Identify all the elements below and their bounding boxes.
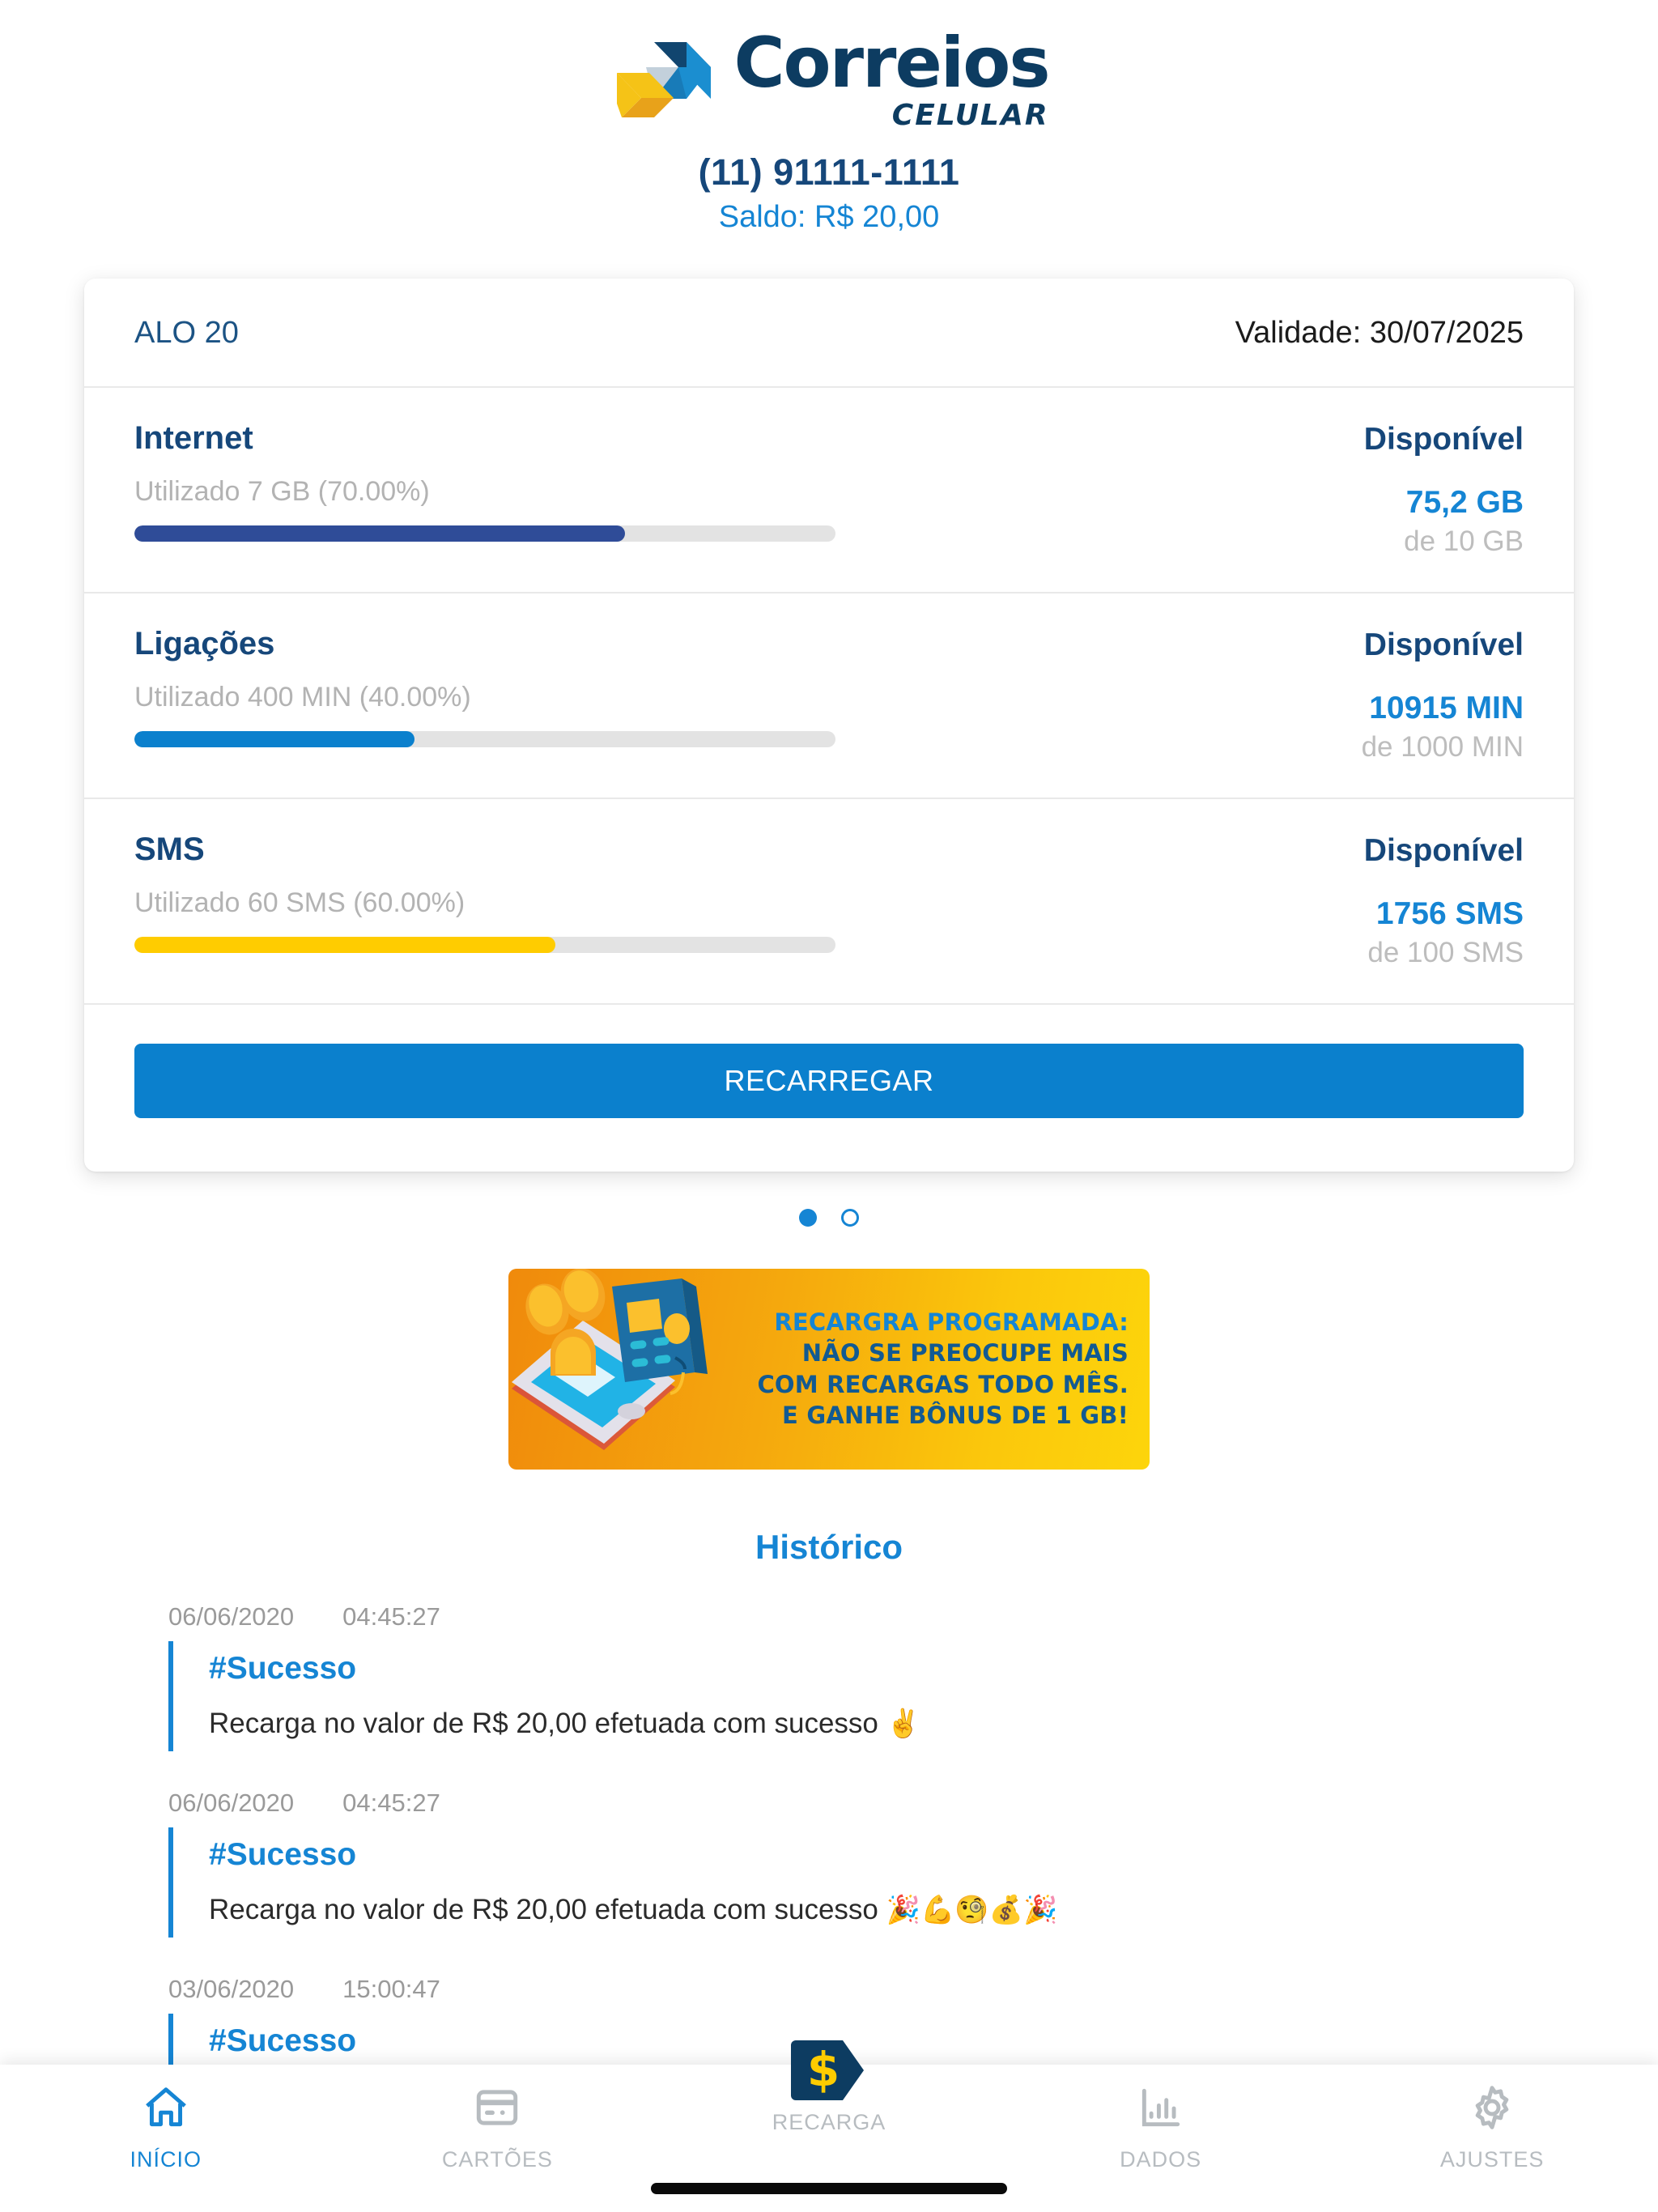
carousel-dot-1[interactable] — [799, 1208, 817, 1227]
usage-right: Disponível 75,2 GB de 10 GB — [1364, 420, 1524, 558]
carousel-dots — [0, 1208, 1658, 1227]
promo-line: COM RECARGAS TODO MÊS. — [757, 1370, 1129, 1398]
usage-progress-fill — [134, 525, 626, 542]
promo-banner-text: RECARGRA PROGRAMADA: NÃO SE PREOCUPE MAIS… — [719, 1307, 1150, 1431]
validity-label: Validade: — [1235, 315, 1362, 350]
history-message: Recarga no valor de R$ 20,00 efetuada co… — [209, 1708, 1658, 1740]
balance-text: Saldo: R$ 20,00 — [718, 199, 940, 234]
tab-cartes[interactable]: CARTÕES — [332, 2081, 664, 2172]
history-message-text: Recarga no valor de R$ 20,00 efetuada co… — [209, 1893, 878, 1925]
usage-right: Disponível 1756 SMS de 100 SMS — [1364, 832, 1524, 969]
available-value: 1756 SMS — [1375, 895, 1524, 931]
brand-logo: Correios CELULAR — [609, 23, 1051, 132]
app-header: Correios CELULAR (11) 91111-1111 Saldo: … — [0, 0, 1658, 235]
tab-label: INÍCIO — [130, 2147, 202, 2172]
usage-used-text: Utilizado 400 MIN (40.00%) — [134, 681, 471, 713]
history-body: #Sucesso Recarga no valor de R$ 20,00 efe… — [168, 1640, 1658, 1751]
available-total: de 1000 MIN — [1361, 730, 1524, 763]
plan-card-header: ALO 20 Validade: 30/07/2025 — [84, 279, 1574, 388]
phone-number: (11) 91111-1111 — [698, 151, 960, 193]
history-tag: #Sucesso — [209, 2023, 357, 2058]
history-emoji: ✌️ — [886, 1707, 920, 1740]
history-date: 03/06/2020 — [168, 1974, 295, 2003]
carousel-dot-2[interactable] — [841, 1208, 859, 1227]
history-body: #Sucesso Recarga no valor de R$ 20,00 efe… — [168, 1827, 1658, 1938]
plan-validity: Validade: 30/07/2025 — [1235, 316, 1524, 351]
history-meta: 06/06/2020 04:45:27 — [168, 1789, 1658, 1818]
brand-wordmark: Correios CELULAR — [733, 23, 1050, 132]
home-indicator — [651, 2183, 1007, 2194]
promo-banner-wrap: RECARGRA PROGRAMADA: NÃO SE PREOCUPE MAIS… — [0, 1268, 1658, 1470]
usage-progress-fill — [134, 730, 415, 747]
history-tag: #Sucesso — [209, 1650, 357, 1686]
history-item[interactable]: 06/06/2020 04:45:27 #Sucesso Recarga no val… — [168, 1789, 1658, 1938]
plan-name: ALO 20 — [134, 315, 239, 350]
history-tag: #Sucesso — [209, 1836, 357, 1872]
tab-incio[interactable]: INÍCIO — [0, 2081, 332, 2172]
available-total: de 10 GB — [1404, 525, 1524, 557]
brand-subtitle: CELULAR — [891, 98, 1049, 132]
bar-chart-icon — [1136, 2081, 1186, 2134]
plan-card: ALO 20 Validade: 30/07/2025 Internet Util… — [84, 278, 1574, 1172]
usage-left: Ligações Utilizado 400 MIN (40.00%) — [134, 626, 996, 747]
recharge-button-wrap: RECARREGAR — [84, 1005, 1574, 1172]
validity-date: 30/07/2025 — [1369, 315, 1524, 350]
history-date: 06/06/2020 — [168, 1602, 295, 1631]
promo-line: NÃO SE PREOCUPE MAIS — [801, 1339, 1129, 1368]
history-time: 15:00:47 — [342, 1974, 440, 2003]
history-time: 04:45:27 — [342, 1602, 440, 1631]
gear-icon — [1467, 2081, 1517, 2134]
money-tag-icon: $ — [784, 2040, 874, 2100]
usage-title: Ligações — [134, 625, 275, 661]
correios-arrow-logo-icon — [617, 42, 712, 118]
phone-coins-card-illustration-icon — [512, 1268, 708, 1450]
available-total: de 100 SMS — [1367, 936, 1524, 968]
usage-title: Internet — [134, 419, 253, 456]
available-label: Disponível — [1363, 421, 1524, 457]
promo-line: RECARGRA PROGRAMADA: — [774, 1308, 1129, 1337]
usage-row: SMS Utilizado 60 SMS (60.00%) Disponível 17… — [84, 799, 1574, 1005]
usage-progress-track — [134, 936, 835, 953]
history-emoji: 🎉💪🧐💰🎉 — [886, 1893, 1058, 1926]
available-label: Disponível — [1363, 832, 1524, 868]
usage-row: Ligações Utilizado 400 MIN (40.00%) Dispon… — [84, 593, 1574, 799]
history-meta: 03/06/2020 15:00:47 — [168, 1975, 1658, 2004]
card-icon — [472, 2081, 522, 2134]
available-value: 10915 MIN — [1369, 690, 1524, 725]
home-icon — [141, 2081, 191, 2134]
svg-text:$: $ — [807, 2042, 840, 2097]
available-value: 75,2 GB — [1405, 484, 1524, 520]
usage-title: SMS — [134, 831, 205, 867]
usage-progress-fill — [134, 936, 555, 953]
history-title: Histórico — [755, 1527, 903, 1566]
history-time: 04:45:27 — [342, 1788, 440, 1817]
history-item[interactable]: 06/06/2020 04:45:27 #Sucesso Recarga no val… — [168, 1602, 1658, 1751]
tab-label: AJUSTES — [1439, 2147, 1545, 2172]
history-meta: 06/06/2020 04:45:27 — [168, 1602, 1658, 1631]
tab-recarga[interactable]: $ RECARGA — [663, 2040, 995, 2135]
brand-name: Correios — [733, 23, 1050, 104]
usage-list: Internet Utilizado 7 GB (70.00%) Disponíve… — [84, 388, 1574, 1005]
usage-used-text: Utilizado 60 SMS (60.00%) — [134, 887, 466, 918]
available-label: Disponível — [1363, 627, 1524, 662]
tab-dados[interactable]: DADOS — [995, 2081, 1327, 2172]
promo-line: E GANHE BÔNUS DE 1 GB! — [782, 1401, 1129, 1429]
usage-left: SMS Utilizado 60 SMS (60.00%) — [134, 832, 996, 953]
usage-right: Disponível 10915 MIN de 1000 MIN — [1362, 626, 1524, 764]
usage-used-text: Utilizado 7 GB (70.00%) — [134, 475, 430, 507]
tab-label: DADOS — [1120, 2147, 1202, 2172]
recharge-button[interactable]: RECARREGAR — [134, 1043, 1524, 1118]
tab-ajustes[interactable]: AJUSTES — [1326, 2081, 1658, 2172]
tab-label: RECARGA — [772, 2110, 886, 2134]
history-date: 06/06/2020 — [168, 1788, 295, 1817]
history-message: Recarga no valor de R$ 20,00 efetuada co… — [209, 1894, 1658, 1926]
usage-row: Internet Utilizado 7 GB (70.00%) Disponíve… — [84, 388, 1574, 593]
usage-progress-track — [134, 730, 835, 747]
promo-banner[interactable]: RECARGRA PROGRAMADA: NÃO SE PREOCUPE MAIS… — [508, 1268, 1150, 1470]
usage-left: Internet Utilizado 7 GB (70.00%) — [134, 420, 996, 542]
tab-label: CARTÕES — [441, 2147, 553, 2172]
usage-progress-track — [134, 525, 835, 542]
history-message-text: Recarga no valor de R$ 20,00 efetuada co… — [209, 1707, 878, 1739]
